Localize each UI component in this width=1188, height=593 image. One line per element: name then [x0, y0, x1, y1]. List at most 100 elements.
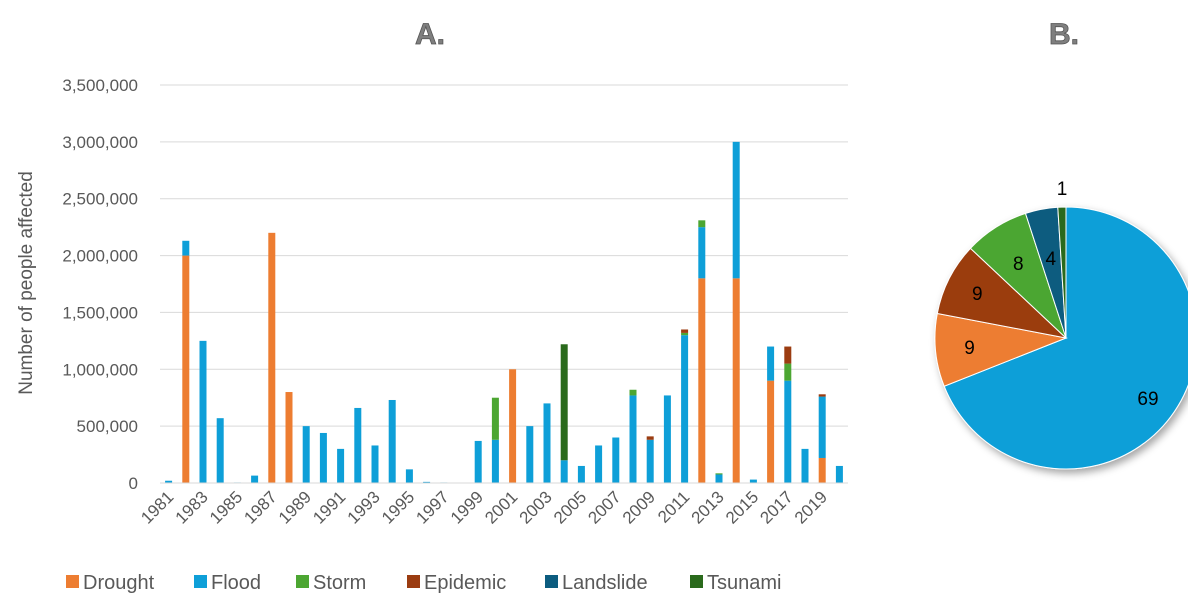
x-tick-label: 2015: [722, 487, 762, 527]
bar-flood-2020: [835, 465, 843, 483]
bar-epidemic-2009: [646, 436, 654, 440]
x-tick-label: 2019: [791, 487, 831, 527]
y-tick-label: 1,000,000: [62, 360, 138, 379]
x-tick-label: 1991: [309, 487, 349, 527]
x-tick-label: 2013: [688, 487, 728, 527]
bar-drought-1988: [285, 392, 293, 483]
legend-label: Landslide: [562, 572, 648, 593]
x-tick-label: 1983: [172, 487, 212, 527]
bar-storm-2012: [698, 220, 706, 228]
x-tick-label: 1987: [240, 487, 280, 527]
bar-flood-2007: [612, 437, 620, 483]
y-axis-label: Number of people affected: [16, 171, 37, 395]
pie-labels: 69 9 9 8 4 1: [964, 179, 1158, 410]
legend-swatch: [296, 575, 309, 588]
x-tick-label: 2011: [654, 487, 693, 526]
bar-flood-1995: [405, 469, 413, 483]
bar-flood-2003: [543, 403, 551, 483]
bar-drought-2012: [698, 278, 706, 483]
y-tick-label: 500,000: [77, 417, 138, 436]
bar-drought-2019: [818, 457, 826, 483]
y-tick-label: 2,500,000: [62, 190, 138, 209]
bar-flood-1989: [302, 426, 310, 483]
y-tick-label: 1,500,000: [62, 303, 138, 322]
bar-tsunami-2004: [560, 344, 568, 461]
panel-a-title: A.: [415, 18, 445, 51]
pie-label-epidemic: 9: [972, 284, 983, 305]
bar-storm-2011: [681, 332, 689, 336]
bar-flood-1990: [319, 432, 327, 483]
y-tick-label: 2,000,000: [62, 247, 138, 266]
legend-label: Storm: [313, 572, 366, 593]
bar-flood-2004: [560, 460, 568, 483]
x-tick-label: 2003: [516, 487, 556, 527]
bar-flood-1984: [216, 418, 224, 483]
gridlines: [160, 84, 848, 427]
y-tick-label: 0: [129, 474, 138, 493]
pie-label-storm: 8: [1013, 254, 1024, 275]
pie-slice-tsunami: [1057, 206, 1067, 339]
bar-flood-2010: [663, 395, 671, 483]
bar-flood-2012: [698, 227, 706, 279]
x-tick-label: 2009: [619, 487, 659, 527]
bar-flood-2016: [767, 346, 775, 381]
bar-flood-2018: [801, 448, 809, 483]
bar-epidemic-2017: [784, 346, 792, 364]
bar-storm-2008: [629, 389, 637, 396]
x-tick-label: 1997: [412, 487, 452, 527]
x-tick-label: 1999: [447, 487, 487, 527]
legend: Drought Flood Storm Epidemic Landslide Tsunam…: [66, 572, 781, 593]
bar-flood-1981: [165, 480, 173, 483]
x-tick-label: 2005: [550, 487, 590, 527]
x-tick-label: 2017: [756, 487, 796, 527]
x-tick-label: 1981: [137, 487, 177, 527]
y-tick-label: 3,500,000: [62, 76, 138, 95]
bar-flood-1993: [371, 445, 379, 483]
bar-flood-1991: [337, 448, 345, 483]
pie-label-tsunami: 1: [1057, 179, 1068, 200]
bar-series: [165, 141, 843, 484]
bar-flood-2000: [491, 439, 499, 483]
legend-swatch: [66, 575, 79, 588]
x-tick-label: 1995: [378, 487, 418, 527]
bar-flood-2014: [732, 141, 740, 279]
bar-drought-1982: [182, 255, 190, 483]
panel-b-title: B.: [1049, 18, 1079, 51]
bar-flood-2017: [784, 380, 792, 483]
y-tick-labels: 0 500,000 1,000,000 1,500,000 2,000,000 2,500…: [62, 76, 138, 493]
bar-flood-2009: [646, 439, 654, 483]
x-tick-labels: 1981198319851987198919911993199519971999…: [137, 487, 831, 527]
bar-flood-2019: [818, 396, 826, 458]
bar-storm-2017: [784, 363, 792, 381]
bar-drought-2014: [732, 278, 740, 483]
pie-label-drought: 9: [964, 338, 975, 359]
bar-flood-1983: [199, 340, 207, 483]
legend-label: Epidemic: [424, 572, 506, 593]
bar-flood-2005: [577, 465, 585, 483]
bar-flood-2015: [749, 479, 757, 483]
bar-flood-2011: [681, 335, 689, 483]
pie-chart: [934, 206, 1188, 470]
bar-storm-2013: [715, 473, 723, 475]
bar-flood-2008: [629, 395, 637, 483]
bar-drought-2016: [767, 380, 775, 483]
x-tick-label: 1985: [206, 487, 246, 527]
legend-swatch: [545, 575, 558, 588]
bar-flood-1982: [182, 240, 190, 256]
bar-epidemic-2011: [681, 329, 689, 333]
x-tick-label: 2001: [481, 487, 521, 527]
bar-flood-2006: [595, 445, 603, 483]
bar-flood-1999: [474, 440, 482, 483]
bar-epidemic-2019: [818, 394, 826, 397]
x-tick-label: 2007: [584, 487, 624, 527]
pie-label-landslide: 4: [1045, 249, 1056, 270]
legend-swatch: [194, 575, 207, 588]
bar-flood-1992: [354, 407, 362, 483]
bar-flood-2013: [715, 474, 723, 483]
y-tick-label: 3,000,000: [62, 133, 138, 152]
legend-label: Drought: [83, 572, 155, 593]
bar-flood-1994: [388, 399, 396, 483]
bar-drought-2001: [509, 369, 517, 483]
x-tick-label: 1993: [344, 487, 384, 527]
